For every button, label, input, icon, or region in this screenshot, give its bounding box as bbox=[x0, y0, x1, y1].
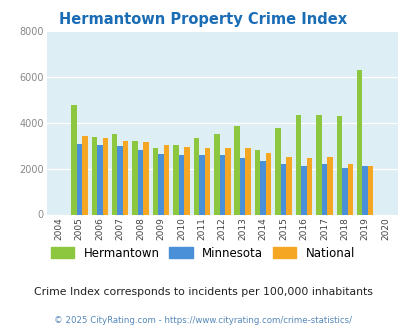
Bar bbox=[123, 141, 128, 214]
Bar bbox=[184, 147, 189, 214]
Bar bbox=[301, 166, 306, 214]
Bar bbox=[245, 148, 250, 214]
Bar bbox=[336, 116, 341, 214]
Legend: Hermantown, Minnesota, National: Hermantown, Minnesota, National bbox=[47, 243, 358, 263]
Bar bbox=[254, 150, 260, 214]
Bar bbox=[82, 136, 87, 214]
Bar bbox=[367, 166, 373, 214]
Bar bbox=[239, 158, 245, 215]
Bar bbox=[306, 158, 311, 215]
Bar bbox=[326, 157, 332, 214]
Bar bbox=[163, 145, 169, 214]
Bar bbox=[91, 137, 97, 214]
Bar bbox=[286, 157, 291, 214]
Bar bbox=[219, 155, 224, 214]
Bar bbox=[193, 138, 198, 214]
Bar bbox=[224, 148, 230, 214]
Bar bbox=[347, 164, 352, 214]
Bar bbox=[132, 141, 138, 214]
Bar bbox=[362, 166, 367, 214]
Bar bbox=[158, 154, 163, 214]
Text: © 2025 CityRating.com - https://www.cityrating.com/crime-statistics/: © 2025 CityRating.com - https://www.city… bbox=[54, 316, 351, 325]
Text: Hermantown Property Crime Index: Hermantown Property Crime Index bbox=[59, 12, 346, 26]
Bar bbox=[275, 127, 280, 214]
Bar bbox=[117, 146, 123, 214]
Bar bbox=[295, 115, 301, 214]
Bar bbox=[315, 115, 321, 214]
Bar bbox=[143, 142, 149, 214]
Bar bbox=[71, 105, 77, 214]
Bar bbox=[234, 126, 239, 214]
Bar bbox=[138, 150, 143, 214]
Bar bbox=[97, 145, 102, 214]
Bar bbox=[102, 138, 108, 214]
Text: Crime Index corresponds to incidents per 100,000 inhabitants: Crime Index corresponds to incidents per… bbox=[34, 287, 371, 297]
Bar bbox=[213, 134, 219, 214]
Bar bbox=[356, 70, 362, 214]
Bar bbox=[112, 134, 117, 214]
Bar bbox=[204, 148, 210, 214]
Bar bbox=[152, 148, 158, 214]
Bar bbox=[321, 164, 326, 214]
Bar bbox=[198, 155, 204, 214]
Bar bbox=[77, 144, 82, 214]
Bar bbox=[341, 168, 347, 215]
Bar bbox=[173, 145, 178, 214]
Bar bbox=[265, 153, 271, 215]
Bar bbox=[280, 164, 286, 214]
Bar bbox=[260, 161, 265, 215]
Bar bbox=[178, 155, 184, 214]
